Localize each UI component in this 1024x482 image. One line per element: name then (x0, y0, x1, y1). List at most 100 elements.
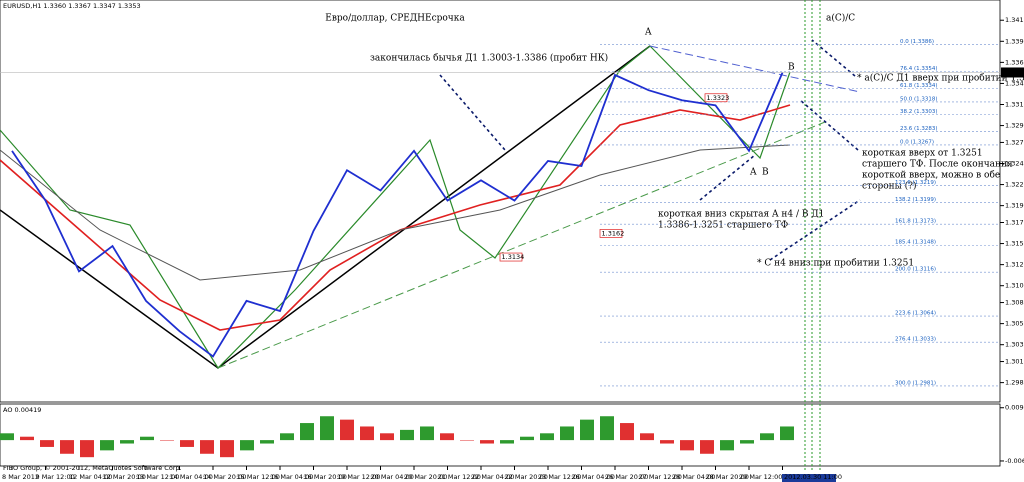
arrow (799, 99, 859, 151)
indicator-bar (560, 426, 574, 441)
y-tick-label: 1.3175 (1005, 218, 1024, 226)
y-tick-label: 1.3100 (1005, 282, 1024, 290)
chart-title: Евро/доллар, СРЕДНЕсрочка (325, 14, 465, 24)
arrow (439, 74, 506, 151)
fibo-label: 61.8 (1.3334) (900, 83, 938, 89)
fibo-label: 223.6 (1.3064) (895, 311, 936, 317)
indicator-bar (120, 440, 134, 444)
indicator-bar (640, 433, 654, 441)
x-tick-label: 16 Mar 04:00 (270, 473, 313, 481)
indicator-tick-label: -0.00611 (1005, 457, 1024, 465)
x-tick-label: 21 Mar 12:00 (438, 473, 481, 481)
x-tick-label: 19 Mar 12:00 (337, 473, 380, 481)
indicator-bar (0, 433, 14, 441)
fibo-label: 50.0 (1.3318) (900, 96, 938, 102)
indicator-bar (300, 423, 314, 441)
indicator-bar (720, 440, 734, 451)
indicator-bar (360, 426, 374, 441)
x-tick-label: 14 Mar 20:00 (203, 473, 246, 481)
indicator-bar (440, 433, 454, 441)
fibo-label: 185.4 (1.3148) (895, 240, 936, 246)
indicator-bar (260, 440, 274, 444)
footer: FIBO Group, © 2001-2012, MetaQuotes Soft… (3, 464, 182, 472)
x-tick-label: 28 Mar 20:00 (706, 473, 749, 481)
y-tick-label: 1.3245 (1005, 159, 1024, 167)
x-tick-label: 20 Mar 04:00 (371, 473, 414, 481)
indicator-bar (460, 440, 474, 441)
arrow (769, 199, 861, 261)
indicator-bar (700, 440, 714, 454)
fibo-label: 138.2 (1.3199) (895, 197, 936, 203)
indicator-bar (20, 436, 34, 441)
fibo-label: 300.0 (1.2981) (895, 380, 936, 386)
annotation: B (788, 63, 795, 73)
annotation: * a(C)/C Д1 вверх при пробитии 1.3386 (857, 73, 1024, 84)
indicator-bar (40, 440, 54, 447)
indicator-label: AO 0.00419 (3, 406, 41, 414)
annotation: 1.3386-1.3251 старшего ТФ (658, 221, 788, 231)
x-tick-label: 9 Mar 12:00 (36, 473, 75, 481)
annotation: * C н4 вниз при пробитии 1.3251 (757, 258, 914, 269)
x-tick-label: 2012.03.30 11:00 (784, 473, 842, 481)
x-tick-label: 14 Mar 04:00 (170, 473, 213, 481)
indicator-tick-label: 0.00949 (1005, 404, 1024, 412)
x-tick-label: 22 Mar 04:00 (471, 473, 514, 481)
indicator-bar (660, 440, 674, 444)
indicator-bar (540, 433, 554, 441)
indicator-bar (380, 433, 394, 441)
y-tick-label: 1.3390 (1005, 37, 1024, 45)
annotation: закончилась бычья Д1 1.3003-1.3386 (проб… (370, 53, 608, 64)
x-tick-label: 8 Mar 2012 (2, 473, 39, 481)
fibo-label: 0.0 (1.3386) (900, 39, 934, 45)
x-tick-label: 28 Mar 04:00 (672, 473, 715, 481)
annotation: B (762, 168, 769, 178)
x-tick-label: 13 Mar 12:00 (136, 473, 179, 481)
time-highlight (782, 474, 836, 482)
price-box (599, 229, 623, 238)
indicator-bar (200, 440, 214, 454)
price-box (499, 252, 523, 262)
indicator-bar (760, 433, 774, 441)
price-pane (0, 0, 1001, 403)
y-tick-label: 1.2985 (1005, 379, 1024, 387)
indicator-bar (140, 436, 154, 441)
indicator-bar (240, 440, 254, 451)
x-tick-label: 16 Mar 20:00 (304, 473, 347, 481)
x-tick-label: 23 Mar 12:00 (538, 473, 581, 481)
price-line (11, 72, 784, 358)
fibo-label: 0.0 (1.3267) (900, 139, 934, 145)
indicator-bar (740, 440, 754, 444)
indicator-bar (180, 440, 194, 447)
header: EURUSD,H1 1.3360 1.3367 1.3347 1.3353 (3, 2, 141, 10)
price-box (704, 93, 728, 103)
indicator-bar (520, 436, 534, 441)
x-tick-label: 20 Mar 20:00 (404, 473, 447, 481)
x-tick-label: 12 Mar 20:00 (103, 473, 146, 481)
indicator-bar (80, 440, 94, 458)
y-tick-label: 1.3270 (1005, 138, 1024, 146)
fibo-label: 276.4 (1.3033) (895, 337, 936, 343)
y-tick-label: 1.3340 (1005, 79, 1024, 87)
indicator-bar (100, 440, 114, 451)
annotation: A (749, 168, 757, 178)
y-tick-label: 1.3125 (1005, 261, 1024, 269)
x-tick-label: 26 Mar 04:00 (572, 473, 615, 481)
indicator-bar (480, 440, 494, 444)
y-tick-label: 1.3010 (1005, 358, 1024, 366)
annotation: стороны (?) (862, 181, 917, 192)
x-tick-label: 27 Mar 12:00 (639, 473, 682, 481)
x-tick-label: 12 Mar 04:00 (69, 473, 112, 481)
annotation: a(C)/C (826, 13, 855, 24)
indicator-bar (320, 416, 334, 441)
y-tick-label: 1.3415 (1005, 16, 1024, 24)
annotation: A (644, 28, 652, 38)
annotation: короткой вверх, можно в обе (862, 170, 1000, 181)
y-tick-label: 1.3365 (1005, 58, 1024, 66)
y-tick-label: 1.3150 (1005, 240, 1024, 248)
last-price-box (1001, 67, 1024, 78)
fibo-label: 161.8 (1.3173) (895, 219, 936, 225)
y-tick-label: 1.3080 (1005, 299, 1024, 307)
indicator-pane (0, 403, 1001, 467)
indicator-bar (60, 440, 74, 454)
indicator-bar (340, 419, 354, 441)
